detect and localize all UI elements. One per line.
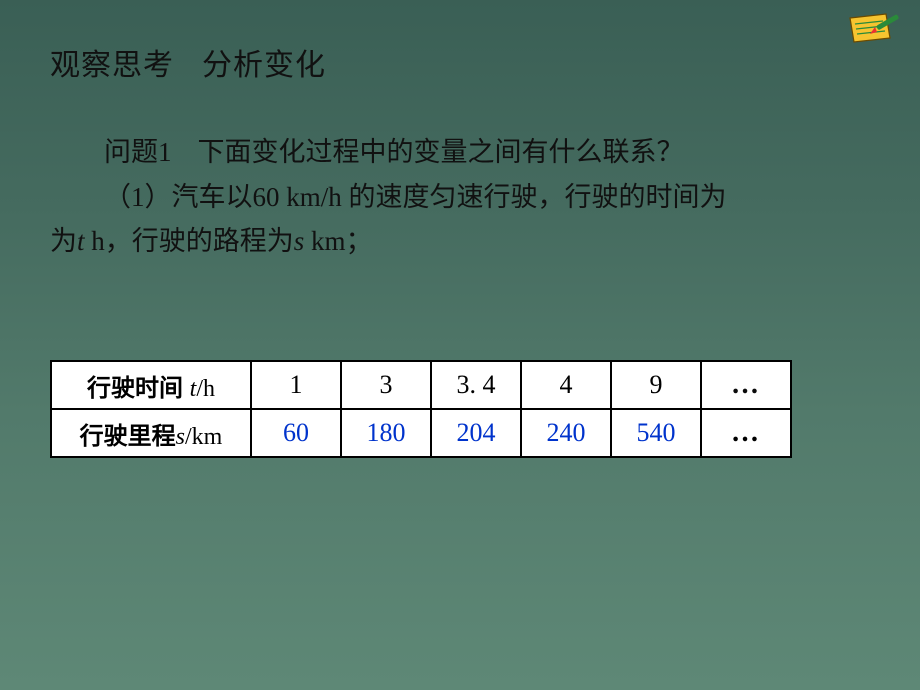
var-s: s [294, 226, 305, 256]
dist-cell: 540 [611, 409, 701, 457]
unit-h: h， [85, 226, 132, 256]
heading-part-2: 分析变化 [202, 49, 326, 82]
text-c: 行驶的路程为 [132, 226, 294, 256]
time-dots: … [701, 361, 791, 409]
table-row-distance: 行驶里程s/km 60 180 204 240 540 … [51, 409, 791, 457]
time-cell: 3. 4 [431, 361, 521, 409]
time-cell: 1 [251, 361, 341, 409]
question-label: 问题1 [104, 137, 172, 167]
dist-cell: 60 [251, 409, 341, 457]
time-cell: 9 [611, 361, 701, 409]
problem-text: 问题1 下面变化过程中的变量之间有什么联系？ （1）汽车以60 km/h 的速度匀… [50, 130, 870, 264]
dist-cell: 240 [521, 409, 611, 457]
speed-text: 60 km/h [253, 182, 349, 212]
heading-part-1: 观察思考 [50, 49, 174, 82]
data-table: 行驶时间 t/h 1 3 3. 4 4 9 … 行驶里程s/km 60 180 … [50, 360, 792, 458]
row-header-distance: 行驶里程s/km [51, 409, 251, 457]
dist-cell: 180 [341, 409, 431, 457]
var-t: t [77, 226, 85, 256]
dist-dots: … [701, 409, 791, 457]
hdr-time-a: 行驶时间 [87, 375, 190, 402]
hdr-time-b: /h [196, 376, 215, 402]
hdr-dist-var: s [176, 424, 185, 450]
data-table-container: 行驶时间 t/h 1 3 3. 4 4 9 … 行驶里程s/km 60 180 … [50, 360, 792, 458]
time-cell: 3 [341, 361, 431, 409]
question-text: 下面变化过程中的变量之间有什么联系？ [198, 137, 684, 167]
section-heading: 观察思考分析变化 [50, 40, 326, 84]
app-logo-icon [846, 12, 900, 52]
unit-km: km； [304, 226, 372, 256]
item-number: （1） [104, 182, 172, 212]
table-row-time: 行驶时间 t/h 1 3 3. 4 4 9 … [51, 361, 791, 409]
hdr-dist-b: /km [185, 424, 222, 450]
time-cell: 4 [521, 361, 611, 409]
row-header-time: 行驶时间 t/h [51, 361, 251, 409]
text-a: 汽车以 [172, 182, 253, 212]
text-line2: 为 [50, 226, 77, 256]
hdr-dist-a: 行驶里程 [80, 423, 176, 450]
dist-cell: 204 [431, 409, 521, 457]
text-b: 的速度匀速行驶，行驶的时间为 [349, 182, 727, 212]
